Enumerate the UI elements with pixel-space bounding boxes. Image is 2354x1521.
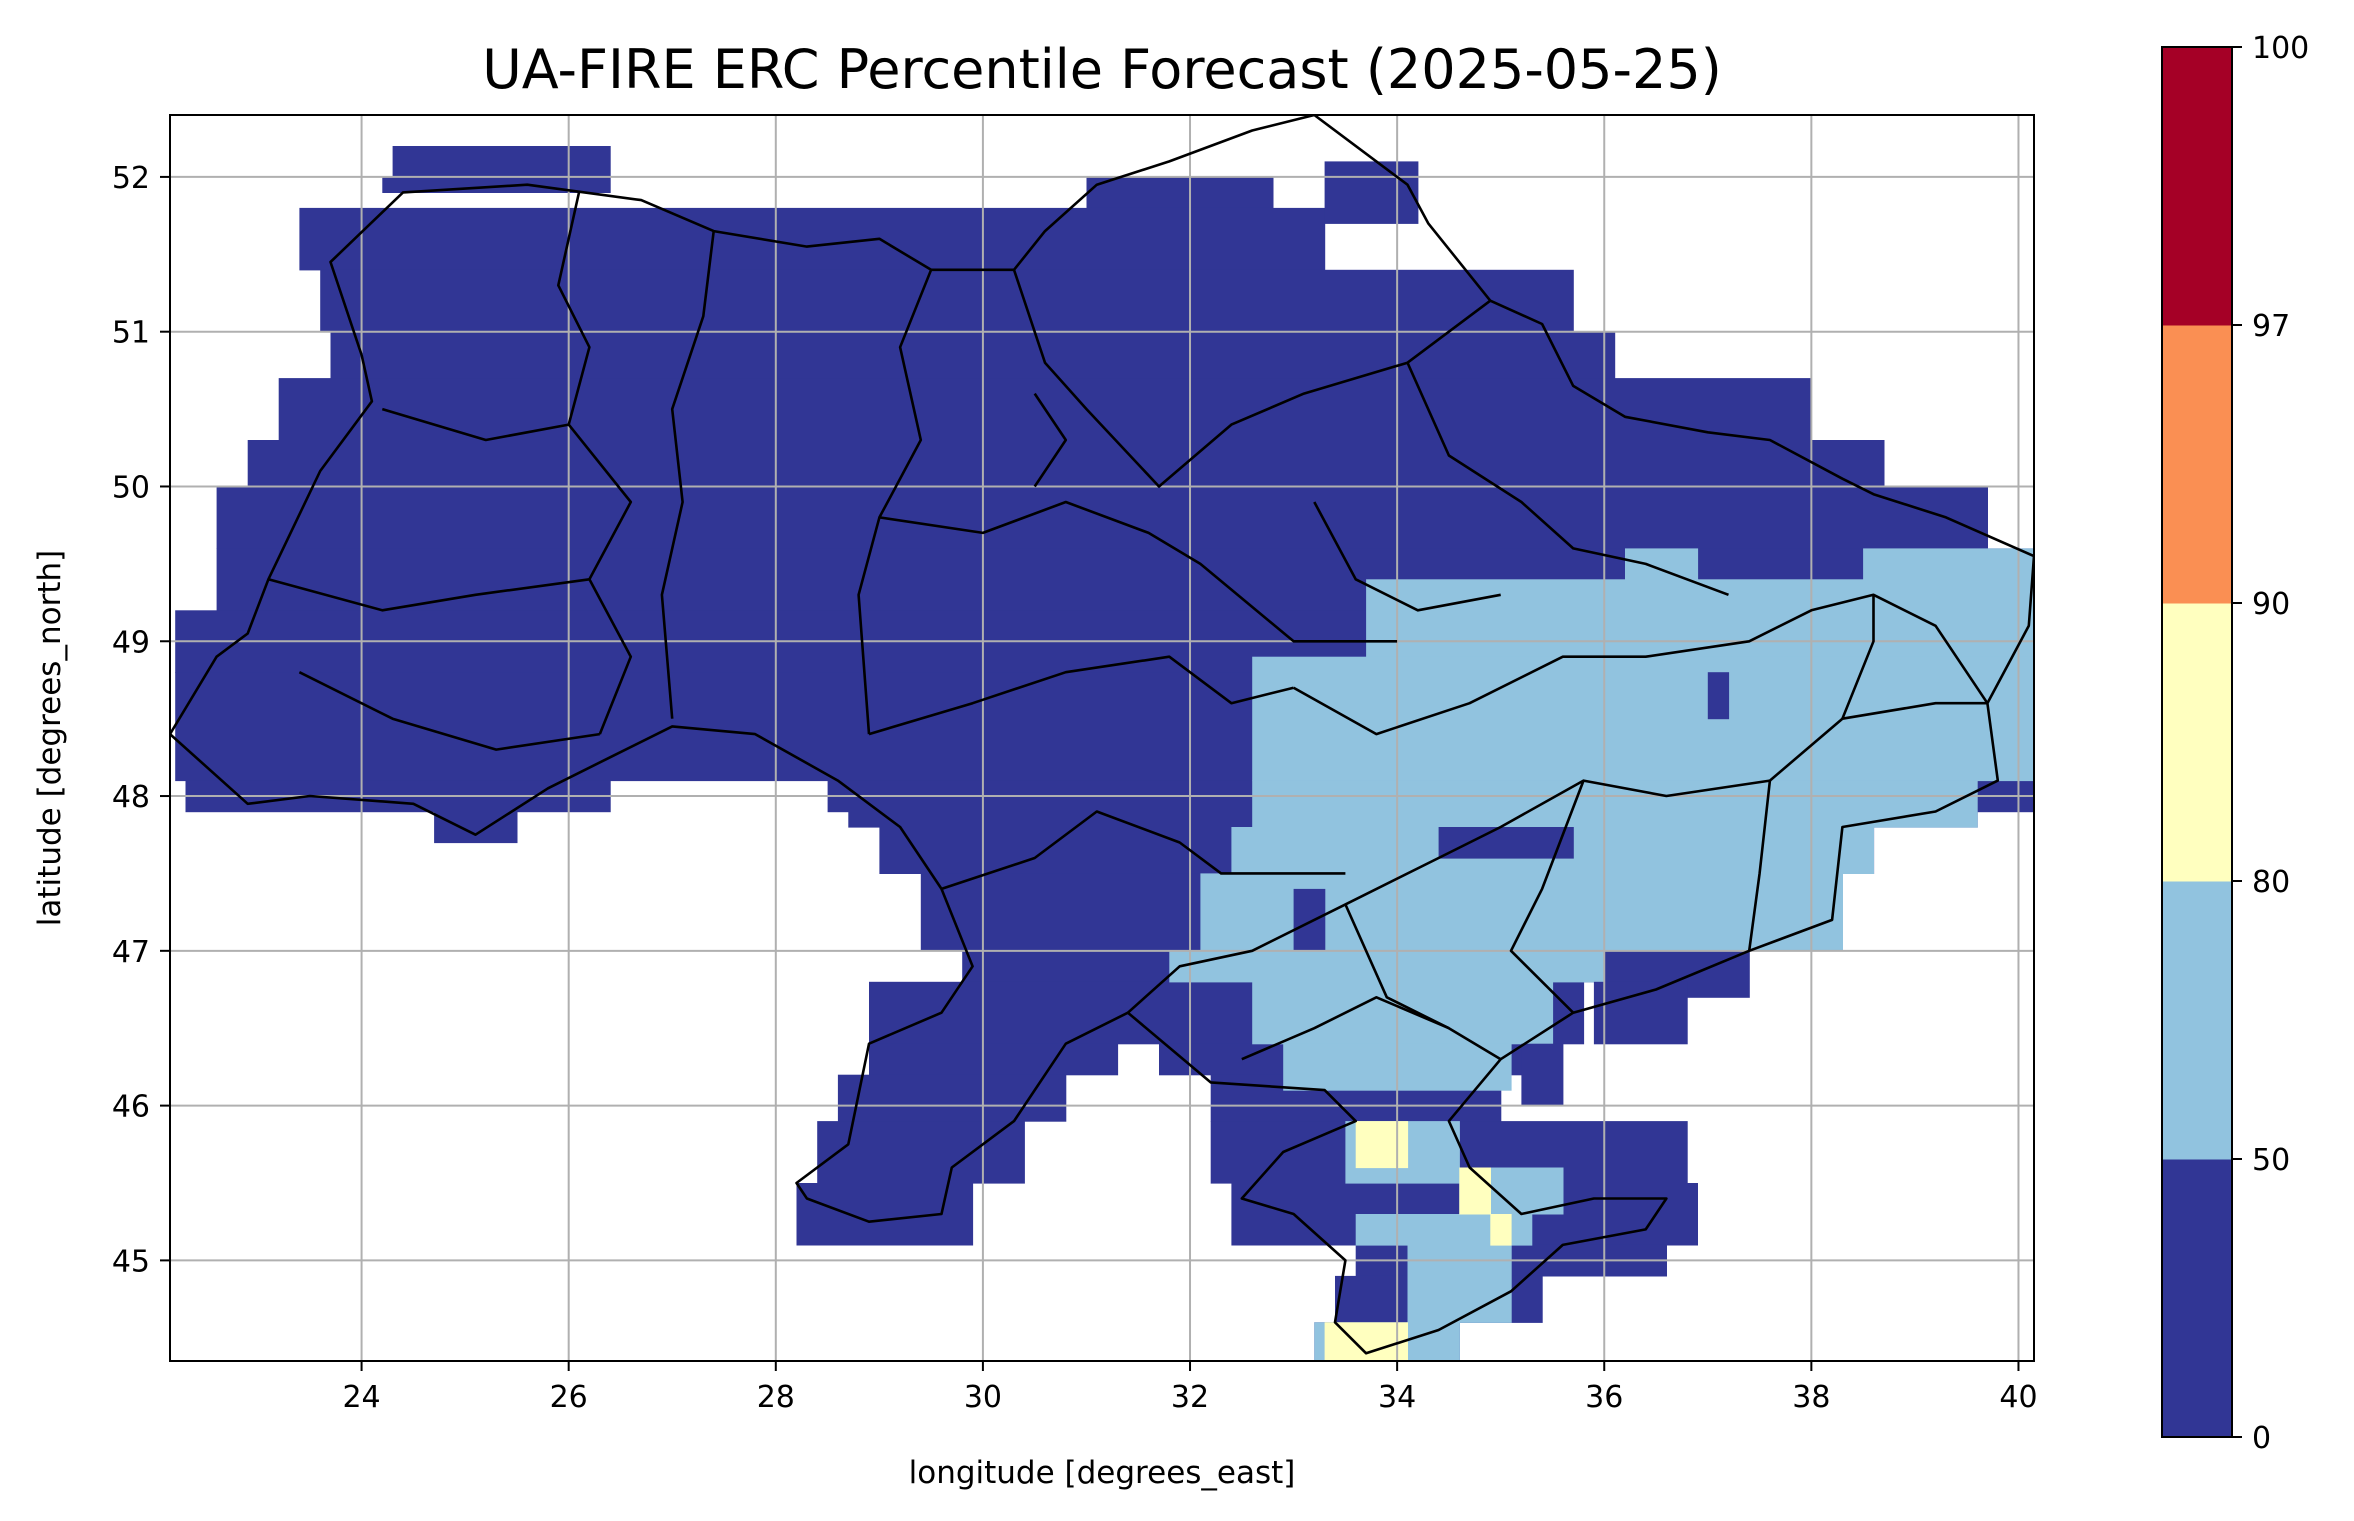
x-tick-label: 38 — [1792, 1380, 1830, 1415]
y-tick-label: 46 — [112, 1090, 150, 1125]
forecast-cell-80-90 — [1490, 1214, 1512, 1246]
colorbar-swatch — [2162, 325, 2232, 604]
forecast-cell-50-80 — [1252, 656, 2034, 782]
map-title: UA-FIRE ERC Percentile Forecast (2025-05… — [482, 38, 1722, 101]
forecast-cell-0-50 — [796, 1183, 974, 1246]
y-axis-ticks: 45 46 47 48 49 50 51 52 — [112, 161, 170, 1279]
colorbar-tick-label: 97 — [2252, 309, 2290, 344]
colorbar-tick-label: 100 — [2252, 31, 2309, 66]
oblast-borders — [170, 115, 2034, 1355]
oblast-border — [1509, 780, 1585, 1014]
forecast-cell-50-80 — [1407, 1244, 1512, 1323]
y-axis-label: latitude [degrees_north] — [32, 550, 68, 926]
axes-frame — [169, 114, 2035, 1362]
forecast-cell-0-50 — [1707, 672, 1730, 720]
oblast-border — [1747, 780, 1772, 951]
oblast-border — [857, 269, 933, 735]
x-tick-label: 30 — [964, 1380, 1002, 1415]
forecast-cell-80-90 — [1355, 1121, 1409, 1169]
oblast-border — [660, 230, 715, 719]
colorbar-tick-label: 0 — [2252, 1421, 2271, 1456]
x-tick-label: 34 — [1378, 1380, 1416, 1415]
colorbar-swatch — [2162, 603, 2232, 882]
forecast-cell-0-50 — [1324, 161, 1419, 224]
x-tick-label: 32 — [1171, 1380, 1209, 1415]
forecast-cell-0-50 — [247, 440, 1885, 487]
oblast-border — [1841, 594, 1875, 720]
y-tick-label: 47 — [112, 935, 150, 970]
y-tick-label: 49 — [112, 625, 150, 660]
colorbar: 0 50 80 90 97 100 — [2161, 31, 2309, 1456]
forecast-cell-0-50 — [869, 1043, 1119, 1076]
forecast-cell-0-50 — [320, 269, 1574, 333]
forecast-cell-80-90 — [1459, 1167, 1491, 1215]
kyiv-city-border — [1033, 392, 1068, 488]
colorbar-frame — [2161, 46, 2233, 1438]
colorbar-tick-label: 50 — [2252, 1143, 2290, 1178]
y-tick-label: 50 — [112, 470, 150, 505]
forecast-cell-0-50 — [1086, 176, 1274, 209]
grid-lines — [170, 115, 2034, 1361]
x-axis-label: longitude [degrees_east] — [909, 1455, 1296, 1491]
map-layer — [170, 115, 2034, 1361]
oblast-border — [1127, 701, 1988, 1014]
x-tick-label: 26 — [550, 1380, 588, 1415]
forecast-cell-0-50 — [392, 146, 611, 178]
oblast-border — [941, 810, 1346, 891]
oblast-border — [1406, 362, 1729, 597]
oblast-border — [1344, 903, 1502, 1061]
forecast-cell-0-50 — [1438, 827, 1574, 859]
oblast-border — [268, 578, 590, 612]
forecast-cell-0-50 — [817, 1121, 1025, 1184]
x-axis-ticks: 24 26 28 30 32 34 36 38 40 — [342, 1361, 2038, 1415]
colorbar-swatch — [2162, 1159, 2232, 1438]
oblast-border — [1241, 996, 1450, 1061]
colorbar-swatch — [2162, 881, 2232, 1160]
forecast-cell-50-80 — [1366, 579, 2034, 658]
forecast-cell-0-50 — [330, 331, 1616, 379]
forecast-cell-80-90 — [1324, 1322, 1408, 1361]
colorbar-swatch — [2162, 47, 2232, 326]
oblast-border — [868, 655, 1294, 736]
oblast-border — [1292, 593, 1989, 736]
oblast-border — [1012, 269, 1492, 488]
y-tick-label: 45 — [112, 1244, 150, 1279]
y-tick-label: 48 — [112, 780, 150, 815]
y-tick-label: 51 — [112, 316, 150, 351]
forecast-cell-0-50 — [1293, 888, 1326, 952]
colorbar-tick-label: 80 — [2252, 865, 2290, 900]
forecast-cell-0-50 — [1593, 981, 1688, 1045]
x-tick-label: 36 — [1585, 1380, 1623, 1415]
forecast-cell-0-50 — [299, 207, 1326, 271]
country-border — [170, 115, 2034, 1355]
forecast-raster — [175, 146, 2034, 1361]
oblast-border — [1313, 501, 1501, 612]
oblast-border — [381, 407, 569, 442]
x-tick-label: 24 — [342, 1380, 380, 1415]
x-tick-label: 28 — [757, 1380, 795, 1415]
forecast-cell-50-80 — [1252, 780, 1978, 828]
forecast-cell-50-80 — [1169, 950, 1605, 983]
forecast-cell-0-50 — [216, 486, 1989, 549]
x-tick-label: 40 — [1999, 1380, 2037, 1415]
colorbar-tick-label: 90 — [2252, 587, 2290, 622]
oblast-border — [298, 671, 600, 751]
oblast-border — [879, 500, 1398, 643]
oblast-border — [557, 192, 633, 735]
forecast-cell-0-50 — [837, 1074, 1067, 1122]
y-tick-label: 52 — [112, 161, 150, 196]
forecast-cell-0-50 — [1521, 1043, 1564, 1107]
